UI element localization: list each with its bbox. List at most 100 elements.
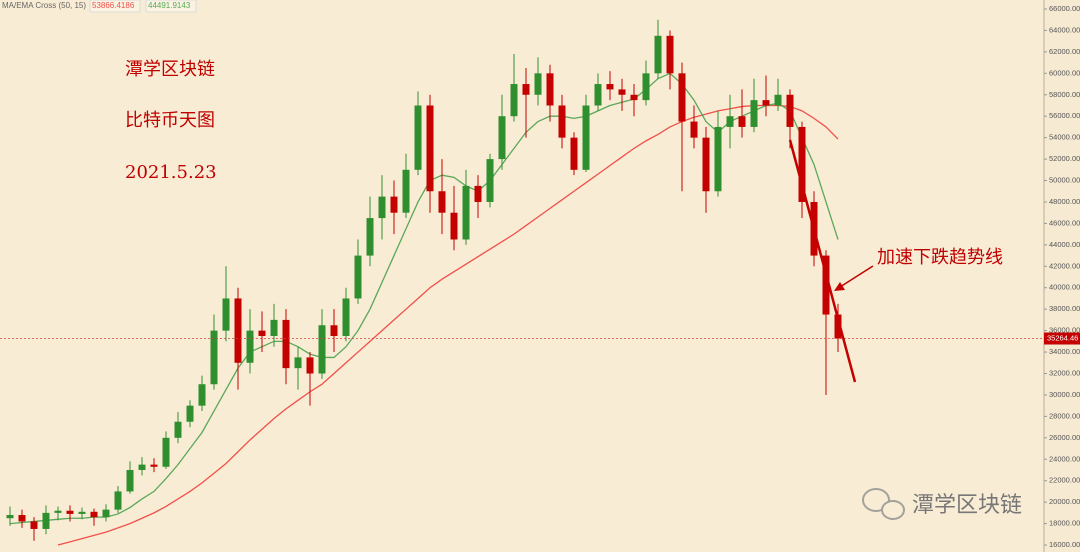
- y-tick-label: 46000.00: [1049, 218, 1080, 227]
- trend-line: [788, 139, 857, 383]
- candle-body: [102, 509, 110, 518]
- y-tick-label: 40000.00: [1049, 283, 1080, 292]
- indicator-value: 53866.4186: [92, 1, 135, 10]
- candle-body: [390, 196, 398, 213]
- y-tick-label: 30000.00: [1049, 390, 1080, 399]
- indicator-value-box: [145, 0, 197, 13]
- candle-body: [618, 89, 626, 95]
- candle-body: [714, 126, 722, 192]
- candle-body: [510, 84, 518, 117]
- candle-body: [546, 73, 554, 106]
- y-tick-label: 42000.00: [1049, 261, 1080, 270]
- y-tick-label: 52000.00: [1049, 154, 1080, 163]
- candle-body: [18, 515, 26, 522]
- y-tick-label: 56000.00: [1049, 111, 1080, 120]
- candle-body: [498, 116, 506, 160]
- y-tick-label: 24000.00: [1049, 454, 1080, 463]
- candle-body: [438, 191, 446, 213]
- candle-body: [474, 185, 482, 202]
- candle-body: [186, 405, 194, 422]
- annotation: 潭学区块链: [125, 59, 215, 80]
- indicator-value: 44491.9143: [148, 1, 191, 10]
- y-tick-label: 66000.00: [1049, 4, 1080, 13]
- candle-body: [750, 100, 758, 127]
- candle-body: [30, 521, 38, 529]
- candle-body: [294, 357, 302, 369]
- candle-body: [162, 437, 170, 467]
- candle-body: [150, 464, 158, 467]
- candle-body: [534, 73, 542, 95]
- y-tick-label: 34000.00: [1049, 347, 1080, 356]
- candle-body: [90, 511, 98, 518]
- y-tick-label: 58000.00: [1049, 90, 1080, 99]
- candle-body: [642, 73, 650, 101]
- candle-body: [354, 255, 362, 299]
- candle-body: [234, 298, 242, 363]
- ma-line: [57, 104, 839, 546]
- candle-body: [222, 298, 230, 331]
- candle-body: [678, 73, 686, 122]
- candle-body: [78, 511, 86, 514]
- candle-body: [690, 121, 698, 138]
- candle-body: [282, 319, 290, 369]
- y-tick-label: 36000.00: [1049, 326, 1080, 335]
- arrow: [839, 265, 874, 288]
- candle-body: [330, 325, 338, 336]
- candle-body: [366, 218, 374, 256]
- candle-body: [774, 94, 782, 106]
- candle-body: [486, 159, 494, 202]
- candle-body: [402, 169, 410, 213]
- candle-body: [606, 84, 614, 90]
- candle-body: [114, 491, 122, 510]
- candle-body: [258, 330, 266, 336]
- candle-body: [174, 421, 182, 438]
- candle-body: [666, 35, 674, 74]
- candle-body: [558, 105, 566, 138]
- candle-body: [318, 325, 326, 374]
- candle-body: [126, 469, 134, 492]
- candle-body: [462, 185, 470, 240]
- candle-body: [42, 512, 50, 529]
- candle-body: [570, 137, 578, 170]
- candle-body: [378, 196, 386, 219]
- last-price-label: 35264.46: [1047, 333, 1078, 342]
- candle-body: [342, 298, 350, 336]
- trend-label: 加速下跌趋势线: [877, 247, 1003, 268]
- price-axis-bg: [1044, 0, 1080, 552]
- plot-area: [0, 19, 1044, 546]
- annotation: 2021.5.23: [125, 162, 217, 183]
- candle-body: [138, 464, 146, 470]
- y-tick-label: 22000.00: [1049, 476, 1080, 485]
- candle-body: [726, 116, 734, 127]
- watermark-icon: [862, 488, 905, 520]
- candle-body: [306, 357, 314, 374]
- ma-line: [9, 72, 839, 525]
- candle-body: [198, 384, 206, 406]
- last-price-tag: [1044, 332, 1080, 345]
- candle-body: [738, 116, 746, 127]
- candle-body: [594, 84, 602, 106]
- y-tick-label: 16000.00: [1049, 540, 1080, 549]
- candle-body: [522, 84, 530, 95]
- y-tick-label: 18000.00: [1049, 519, 1080, 528]
- candle-body: [54, 510, 62, 513]
- y-tick-label: 48000.00: [1049, 197, 1080, 206]
- y-tick-label: 62000.00: [1049, 47, 1080, 56]
- candle-body: [834, 314, 842, 339]
- candle-body: [270, 319, 278, 336]
- y-tick-label: 64000.00: [1049, 25, 1080, 34]
- y-tick-label: 38000.00: [1049, 304, 1080, 313]
- candle-body: [414, 105, 422, 170]
- candle-body: [426, 105, 434, 192]
- y-tick-label: 20000.00: [1049, 497, 1080, 506]
- candle-body: [450, 212, 458, 240]
- candle-body: [762, 100, 770, 106]
- y-tick-label: 44000.00: [1049, 240, 1080, 249]
- candle-body: [6, 515, 14, 519]
- y-tick-label: 60000.00: [1049, 68, 1080, 77]
- y-tick-label: 26000.00: [1049, 433, 1080, 442]
- candle-body: [702, 137, 710, 192]
- candle-body: [210, 330, 218, 385]
